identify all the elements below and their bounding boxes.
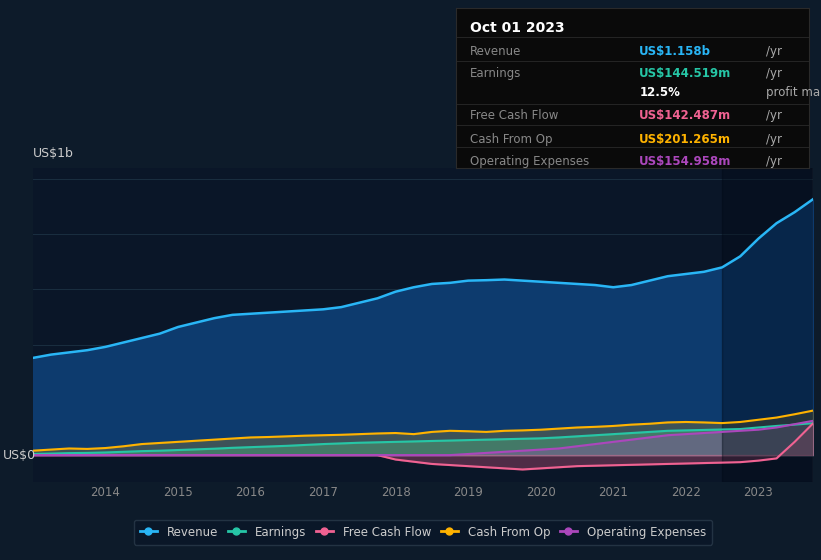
Text: US$1b: US$1b [33, 147, 74, 160]
Text: Oct 01 2023: Oct 01 2023 [470, 21, 564, 35]
Text: Operating Expenses: Operating Expenses [470, 155, 589, 168]
Text: /yr: /yr [766, 155, 782, 168]
Text: US$154.958m: US$154.958m [640, 155, 732, 168]
Text: US$0: US$0 [3, 449, 36, 461]
Text: US$1.158b: US$1.158b [640, 45, 711, 58]
Text: Free Cash Flow: Free Cash Flow [470, 109, 558, 122]
Text: /yr: /yr [766, 67, 782, 80]
Text: /yr: /yr [766, 45, 782, 58]
Text: Revenue: Revenue [470, 45, 521, 58]
Text: Cash From Op: Cash From Op [470, 133, 553, 146]
Text: 12.5%: 12.5% [640, 86, 680, 100]
Text: US$142.487m: US$142.487m [640, 109, 732, 122]
Legend: Revenue, Earnings, Free Cash Flow, Cash From Op, Operating Expenses: Revenue, Earnings, Free Cash Flow, Cash … [134, 520, 712, 545]
Text: profit margin: profit margin [766, 86, 821, 100]
Text: /yr: /yr [766, 133, 782, 146]
Text: /yr: /yr [766, 109, 782, 122]
Text: US$144.519m: US$144.519m [640, 67, 732, 80]
Text: US$201.265m: US$201.265m [640, 133, 732, 146]
Bar [722, 168, 813, 482]
Text: Earnings: Earnings [470, 67, 521, 80]
